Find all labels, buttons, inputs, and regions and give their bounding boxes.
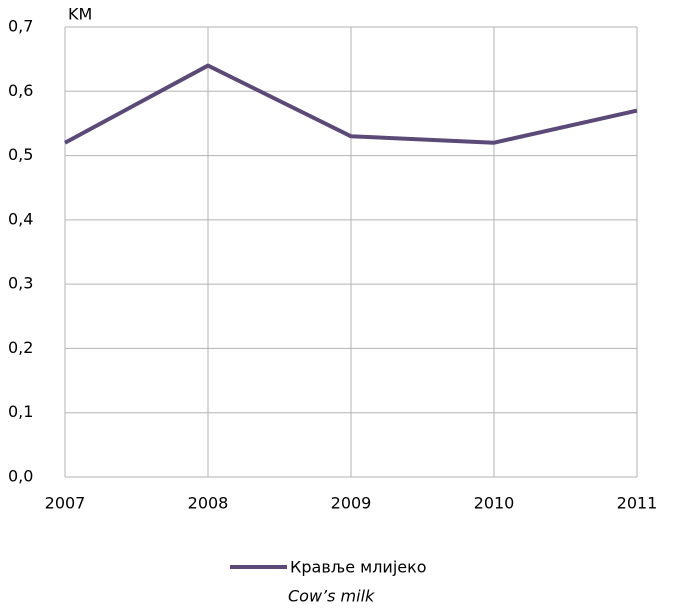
y-tick-label: 0,3 (8, 274, 33, 293)
x-tick-label: 2007 (45, 494, 86, 513)
y-tick-label: 0,2 (8, 338, 33, 357)
y-tick-label: 0,6 (8, 81, 33, 100)
y-tick-label: 0,5 (8, 145, 33, 164)
x-tick-label: 2009 (331, 494, 372, 513)
data-line (64, 63, 638, 145)
y-tick-label: 0,0 (8, 467, 33, 486)
legend-label-en: Cow’s milk (288, 587, 375, 606)
y-unit: KM (68, 5, 92, 24)
x-tick-label: 2008 (188, 494, 229, 513)
y-tick-label: 0,7 (8, 17, 33, 36)
y-tick-label: 0,4 (8, 209, 33, 228)
y-tick-label: 0,1 (8, 402, 33, 421)
x-tick-label: 2011 (617, 494, 658, 513)
legend-label: Кравље млијеко (290, 558, 427, 577)
x-tick-label: 2010 (474, 494, 515, 513)
